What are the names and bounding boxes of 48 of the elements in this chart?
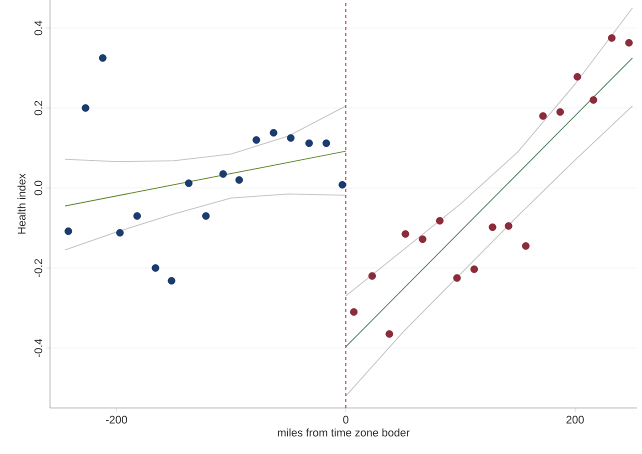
point: [64, 227, 72, 235]
x-axis-title: miles from time zone boder: [278, 428, 410, 437]
y-tick-label: 0.0: [34, 180, 42, 196]
line-series: [345, 105, 633, 396]
point: [116, 228, 124, 237]
point: [152, 264, 160, 272]
point: [590, 96, 598, 104]
point: [556, 108, 564, 116]
point: [252, 136, 260, 144]
y-tick-label: 0.2: [34, 100, 42, 116]
point: [270, 128, 278, 137]
point: [350, 308, 358, 316]
y-tick-label: -0.4: [34, 338, 42, 357]
point: [574, 72, 582, 81]
point: [168, 276, 176, 285]
point: [286, 134, 295, 142]
point: [98, 54, 107, 62]
point: [368, 272, 376, 280]
point: [453, 274, 461, 282]
line-series: [345, 8, 633, 296]
point: [82, 104, 90, 112]
point: [235, 176, 243, 184]
y-axis-title: Health index: [17, 174, 26, 234]
x-tick-label: 0: [343, 416, 348, 424]
line-series: [64, 193, 346, 250]
point: [338, 180, 346, 189]
point: [402, 230, 410, 238]
point: [219, 170, 227, 178]
x-tick-label: 200: [566, 416, 584, 424]
point: [608, 34, 616, 42]
point: [539, 112, 547, 120]
point: [133, 212, 141, 220]
point: [305, 139, 313, 147]
point: [625, 38, 633, 47]
point: [184, 179, 193, 187]
point: [418, 235, 426, 243]
point: [522, 242, 530, 250]
x-tick-label: -200: [106, 416, 128, 424]
point: [470, 265, 478, 273]
point: [504, 222, 512, 230]
point: [488, 223, 496, 231]
point: [202, 212, 210, 220]
y-tick-label: 0.4: [34, 20, 42, 36]
line-series: [64, 105, 346, 162]
point: [322, 139, 330, 147]
point: [436, 216, 444, 225]
y-tick-label: -0.2: [34, 259, 42, 277]
point: [386, 330, 394, 338]
